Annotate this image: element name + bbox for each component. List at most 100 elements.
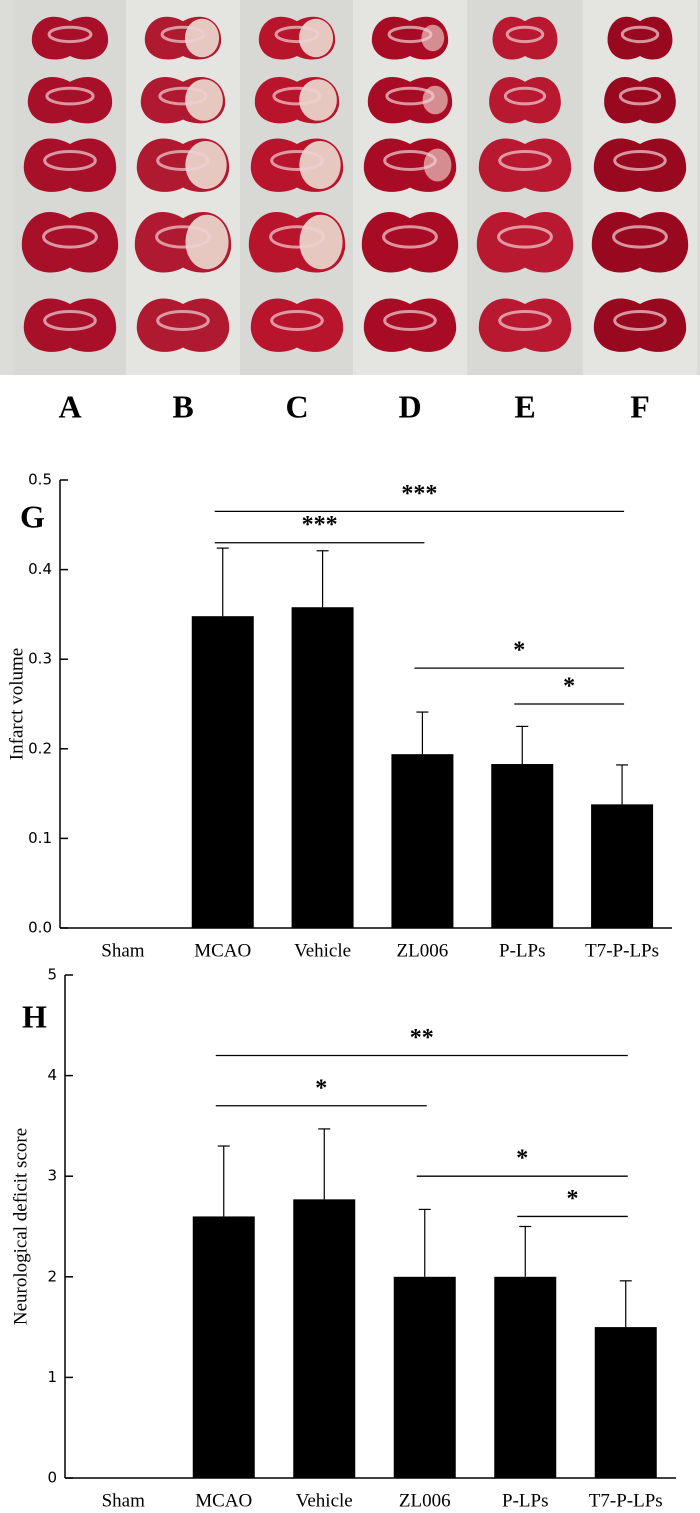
panel-label: H [22, 998, 47, 1034]
bar [594, 1327, 657, 1478]
white-matter [613, 310, 667, 331]
y-tick-label: 2 [47, 1267, 57, 1285]
x-tick-label: MCAO [194, 940, 251, 961]
y-axis-label: Neurological deficit score [10, 1128, 31, 1325]
white-matter [43, 310, 97, 331]
panel-label: E [514, 388, 535, 424]
white-matter [269, 225, 325, 249]
brain-slice [31, 16, 109, 60]
white-matter [156, 150, 210, 171]
panel-label: D [398, 388, 421, 424]
x-tick-label: ZL006 [397, 940, 449, 961]
panel-label: G [20, 498, 45, 534]
significance-label: ** [410, 1025, 434, 1051]
panel-label: B [172, 388, 193, 424]
white-matter [613, 150, 667, 171]
white-matter [158, 86, 208, 106]
white-matter [160, 25, 206, 44]
white-matter [620, 25, 660, 44]
white-matter [43, 150, 97, 171]
white-matter [385, 86, 435, 106]
white-matter [156, 310, 210, 331]
bar [494, 1276, 557, 1478]
brain-slice [593, 138, 687, 192]
y-tick-label: 0 [47, 1469, 57, 1487]
y-tick-label: 1 [47, 1368, 57, 1386]
bar [491, 764, 554, 928]
brain-slice [478, 138, 572, 192]
x-tick-label: MCAO [195, 1490, 252, 1511]
significance-label: *** [401, 481, 437, 507]
brain-slice [591, 211, 689, 273]
white-matter [498, 150, 552, 171]
brain-slice [27, 77, 113, 124]
x-tick-label: T7-P-LPs [589, 1490, 663, 1511]
brain-slice [361, 211, 459, 273]
significance-label: * [513, 638, 525, 664]
panel-label: F [630, 388, 650, 424]
brain-slice [489, 77, 561, 124]
panel-label: A [58, 388, 81, 424]
panel-label: C [285, 388, 308, 424]
y-tick-label: 0.0 [28, 919, 52, 937]
white-matter [270, 310, 324, 331]
x-tick-label: P-LPs [502, 1490, 548, 1511]
bar [192, 1216, 255, 1478]
y-axis-label: Infarct volume [6, 648, 27, 760]
y-tick-label: 0.5 [28, 471, 52, 489]
y-tick-label: 5 [47, 966, 57, 984]
bar [291, 607, 354, 928]
white-matter [383, 310, 437, 331]
bar [191, 616, 254, 928]
significance-label: * [315, 1075, 327, 1101]
y-tick-label: 0.2 [28, 739, 52, 757]
white-matter [612, 225, 668, 249]
y-tick-label: 0.3 [28, 650, 52, 668]
y-tick-label: 4 [47, 1066, 57, 1084]
brain-slice [476, 211, 574, 273]
x-tick-label: Sham [102, 1490, 146, 1511]
x-tick-label: Vehicle [294, 940, 351, 961]
brain-slice [604, 77, 676, 124]
bar [391, 754, 454, 928]
brain-slice [21, 211, 119, 273]
brain-slice [23, 298, 117, 352]
x-tick-label: T7-P-LPs [585, 940, 659, 961]
white-matter [272, 86, 322, 106]
brain-slice [363, 298, 457, 352]
white-matter [47, 25, 93, 44]
white-matter [383, 150, 437, 171]
brain-slice [23, 138, 117, 192]
significance-label: *** [302, 512, 338, 538]
bar [393, 1276, 456, 1478]
brain-slice [492, 16, 558, 60]
y-tick-label: 0.4 [28, 560, 52, 578]
bar [293, 1199, 356, 1478]
white-matter [505, 25, 545, 44]
brain-slice [593, 298, 687, 352]
white-matter [382, 225, 438, 249]
brain-slices-photo [13, 0, 697, 375]
y-tick-label: 3 [47, 1167, 57, 1185]
white-matter [387, 25, 433, 44]
y-tick-label: 0.1 [28, 829, 52, 847]
significance-label: * [516, 1146, 528, 1172]
significance-label: * [567, 1186, 579, 1212]
x-tick-label: Vehicle [296, 1490, 353, 1511]
white-matter [45, 86, 95, 106]
white-matter [618, 86, 662, 106]
white-matter [497, 225, 553, 249]
significance-label: * [563, 674, 575, 700]
white-matter [270, 150, 324, 171]
white-matter [155, 225, 211, 249]
brain-slice [136, 298, 230, 352]
x-tick-label: Sham [101, 940, 145, 961]
white-matter [498, 310, 552, 331]
brain-slice [607, 16, 673, 60]
x-tick-label: P-LPs [499, 940, 545, 961]
brain-slice [250, 298, 344, 352]
bar [591, 804, 654, 928]
brain-slice [478, 298, 572, 352]
